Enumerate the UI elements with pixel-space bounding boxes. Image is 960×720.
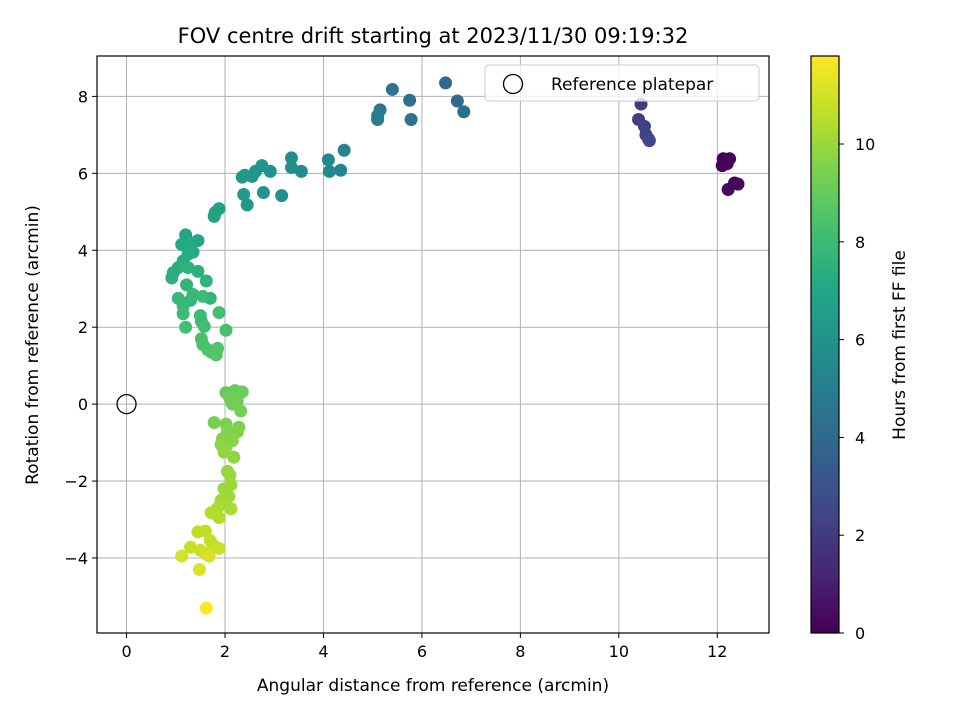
y-tick-label: 0 xyxy=(78,395,88,414)
y-tick-label: 2 xyxy=(78,318,88,337)
y-axis-label: Rotation from reference (arcmin) xyxy=(23,205,43,485)
data-point xyxy=(234,404,248,418)
data-point xyxy=(212,541,226,555)
colorbar-label: Hours from first FF file xyxy=(890,250,910,440)
data-point xyxy=(192,563,206,577)
legend: Reference platepar xyxy=(484,64,760,102)
data-point xyxy=(212,306,226,320)
x-axis-label: Angular distance from reference (arcmin) xyxy=(257,676,609,696)
x-tick-label: 2 xyxy=(220,642,230,661)
colorbar-tick-label: 10 xyxy=(855,135,875,154)
data-point xyxy=(179,320,193,334)
data-point xyxy=(165,271,179,285)
data-point xyxy=(181,261,195,275)
data-point xyxy=(439,76,453,90)
plot-frame xyxy=(96,55,770,634)
y-axis-ticks: −4 −2 0 2 4 6 8 xyxy=(64,87,97,568)
data-point xyxy=(284,161,298,175)
y-tick-label: −4 xyxy=(64,549,88,568)
x-tick-label: 8 xyxy=(515,642,525,661)
data-point xyxy=(371,109,385,123)
colorbar-tick-label: 6 xyxy=(855,331,865,350)
data-point xyxy=(721,182,735,196)
data-point xyxy=(321,153,335,167)
colorbar-tick-label: 2 xyxy=(855,526,865,545)
data-point xyxy=(184,540,198,554)
data-point xyxy=(227,450,241,464)
data-point xyxy=(176,307,190,321)
colorbar-ticks: 0 2 4 6 8 10 xyxy=(839,135,875,643)
data-point xyxy=(322,164,336,178)
data-point xyxy=(191,264,205,278)
data-point xyxy=(207,209,221,223)
data-point xyxy=(337,143,351,157)
colorbar: 0 2 4 6 8 10 Hours from first FF file xyxy=(810,55,910,643)
plot-area: 0 2 4 6 8 10 12 −4 −2 0 2 4 6 8 xyxy=(64,55,770,661)
data-point xyxy=(457,105,471,119)
y-tick-label: 8 xyxy=(78,87,88,106)
chart-title: FOV centre drift starting at 2023/11/30 … xyxy=(178,24,689,48)
colorbar-tick-label: 0 xyxy=(855,624,865,643)
reference-platepar-point xyxy=(116,393,137,415)
data-point xyxy=(219,323,233,337)
data-point xyxy=(237,187,251,201)
data-point xyxy=(223,468,237,482)
data-point xyxy=(196,289,210,303)
x-axis-ticks: 0 2 4 6 8 10 12 xyxy=(121,633,727,661)
data-point xyxy=(212,511,226,525)
x-tick-label: 6 xyxy=(417,642,427,661)
data-points xyxy=(165,76,745,615)
data-point xyxy=(197,319,211,333)
data-point xyxy=(235,170,249,184)
reference-marker xyxy=(116,393,137,415)
data-point xyxy=(240,198,254,212)
colorbar-tick-label: 4 xyxy=(855,428,865,447)
data-point xyxy=(209,348,223,362)
data-point xyxy=(720,157,734,171)
y-tick-label: −2 xyxy=(64,472,88,491)
data-point xyxy=(275,189,289,203)
data-point xyxy=(450,94,464,108)
x-tick-label: 0 xyxy=(121,642,131,661)
data-point xyxy=(403,93,417,107)
colorbar-frame xyxy=(810,55,840,634)
data-point xyxy=(731,177,745,191)
data-point xyxy=(294,164,308,178)
x-tick-label: 12 xyxy=(707,642,727,661)
colorbar-gradient xyxy=(811,56,839,633)
data-point xyxy=(191,525,205,539)
data-point xyxy=(199,601,213,615)
data-point xyxy=(175,549,189,563)
data-point xyxy=(256,186,270,200)
data-point xyxy=(334,163,348,177)
data-point xyxy=(224,502,238,516)
data-point xyxy=(199,274,213,288)
data-point xyxy=(404,112,418,126)
data-point xyxy=(385,82,399,96)
x-tick-label: 10 xyxy=(609,642,629,661)
data-point xyxy=(207,416,221,430)
data-point xyxy=(642,134,656,148)
data-point xyxy=(202,549,216,563)
data-point xyxy=(217,445,231,459)
colorbar-tick-label: 8 xyxy=(855,233,865,252)
data-point xyxy=(284,151,298,165)
x-tick-label: 4 xyxy=(318,642,328,661)
y-tick-label: 6 xyxy=(78,164,88,183)
data-point xyxy=(186,287,200,301)
data-point xyxy=(180,278,194,292)
y-tick-label: 4 xyxy=(78,241,88,260)
legend-box xyxy=(484,64,760,102)
legend-entry-reference: Reference platepar xyxy=(551,75,713,95)
legend-ref-marker xyxy=(502,73,524,95)
